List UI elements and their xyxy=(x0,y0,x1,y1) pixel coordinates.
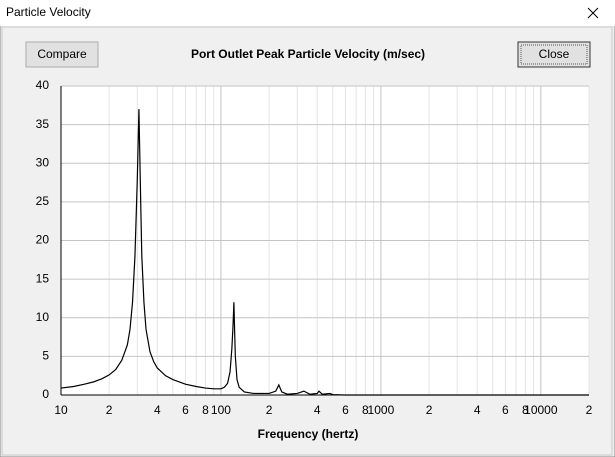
close-icon[interactable] xyxy=(572,1,614,25)
x-tick-label: 8 xyxy=(202,403,209,417)
window-title: Particle Velocity xyxy=(6,5,91,19)
x-tick-label: 6 xyxy=(182,403,189,417)
y-tick-label: 5 xyxy=(42,349,49,363)
x-tick-label: 8 xyxy=(522,403,529,417)
y-tick-label: 10 xyxy=(36,310,50,324)
x-tick-label: 10000 xyxy=(524,403,558,417)
x-tick-label: 2 xyxy=(106,403,113,417)
x-axis-label: Frequency (hertz) xyxy=(258,427,359,441)
x-tick-label: 2 xyxy=(426,403,433,417)
x-tick-label: 1000 xyxy=(368,403,395,417)
x-tick-label: 8 xyxy=(362,403,369,417)
y-tick-label: 35 xyxy=(36,117,50,131)
y-tick-label: 0 xyxy=(42,387,49,401)
x-tick-label: 4 xyxy=(314,403,321,417)
x-tick-label: 4 xyxy=(474,403,481,417)
x-tick-label: 10 xyxy=(54,403,68,417)
x-tick-label: 4 xyxy=(154,403,161,417)
title-bar xyxy=(0,0,615,26)
y-tick-label: 25 xyxy=(36,194,50,208)
y-tick-label: 30 xyxy=(36,155,50,169)
x-tick-label: 6 xyxy=(342,403,349,417)
data-line xyxy=(60,109,589,396)
x-tick-label: 6 xyxy=(502,403,509,417)
y-tick-label: 15 xyxy=(36,271,50,285)
close-button[interactable]: Close xyxy=(517,41,591,68)
x-tick-label: 2 xyxy=(266,403,273,417)
button-label[interactable]: Compare xyxy=(37,47,87,61)
x-tick-label: 2 xyxy=(586,403,593,417)
y-tick-label: 20 xyxy=(36,233,50,247)
y-tick-label: 40 xyxy=(36,78,50,92)
chart-title: Port Outlet Peak Particle Velocity (m/se… xyxy=(191,47,425,61)
panel-border xyxy=(1,26,613,456)
x-tick-label: 100 xyxy=(211,403,231,417)
button-label[interactable]: Close xyxy=(539,47,570,61)
compare-button[interactable]: Compare xyxy=(25,41,99,68)
